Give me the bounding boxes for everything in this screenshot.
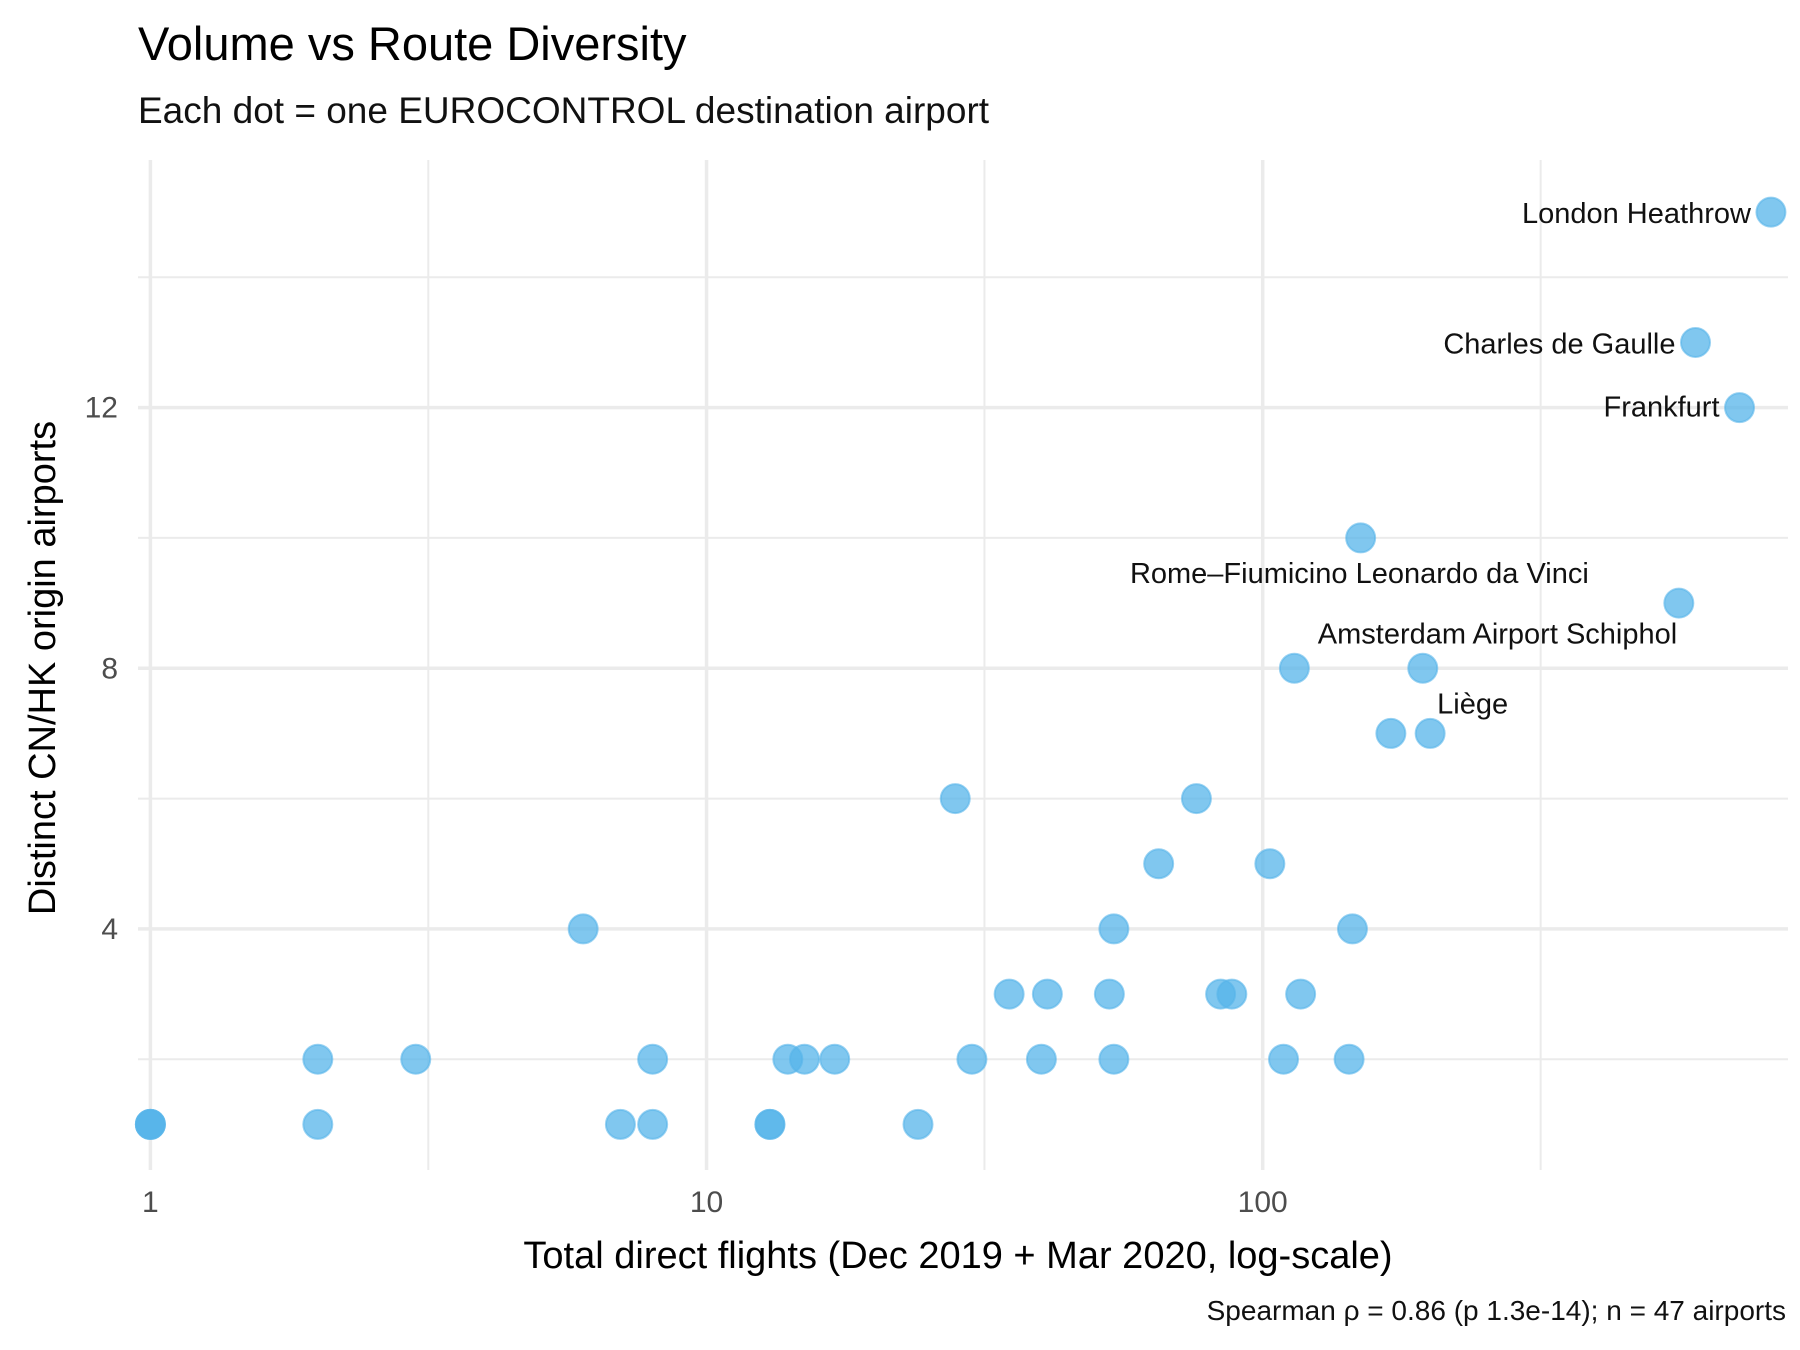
data-point-3 (302, 1108, 334, 1140)
data-point-22 (1098, 913, 1130, 945)
chart-caption: Spearman ρ = 0.86 (p 1.3e-14); n = 47 ai… (1206, 1295, 1786, 1326)
data-point-17 (956, 1043, 988, 1075)
data-point-32 (1333, 1043, 1365, 1075)
data-point-24 (1143, 848, 1175, 880)
x-axis-title: Total direct flights (Dec 2019 + Mar 202… (523, 1235, 1392, 1277)
data-point-36 (1407, 652, 1439, 684)
y-axis-ticks: 4 8 12 (85, 392, 118, 946)
data-point-2 (134, 1108, 166, 1140)
x-tick-label-1: 10 (690, 1186, 723, 1219)
data-point-18 (993, 978, 1025, 1010)
data-point-38 (1663, 587, 1695, 619)
grid-lines (138, 160, 1788, 1170)
data-point-21 (1093, 978, 1125, 1010)
data-point-33 (1336, 913, 1368, 945)
data-point-14 (819, 1043, 851, 1075)
data-point-7 (604, 1108, 636, 1140)
data-point-40 (1724, 392, 1756, 424)
data-point-20 (1031, 978, 1063, 1010)
data-point-25 (1180, 783, 1212, 815)
data-point-30 (1278, 652, 1310, 684)
data-point-35 (1375, 717, 1407, 749)
x-tick-label-2: 100 (1238, 1186, 1288, 1219)
point-label-4: Amsterdam Airport Schiphol (1318, 618, 1677, 650)
y-tick-label-0: 4 (101, 913, 118, 946)
x-tick-label-0: 1 (142, 1186, 159, 1219)
chart-subtitle: Each dot = one EUROCONTROL destination a… (138, 90, 990, 131)
data-point-41 (1755, 196, 1787, 228)
data-point-8 (637, 1108, 669, 1140)
data-point-11 (754, 1108, 786, 1140)
data-point-29 (1268, 1043, 1300, 1075)
data-point-19 (1025, 1043, 1057, 1075)
y-axis-title: Distinct CN/HK origin airports (22, 421, 64, 915)
point-label-2: Frankfurt (1603, 392, 1719, 424)
data-points (134, 196, 1787, 1140)
data-point-16 (939, 783, 971, 815)
data-point-37 (1414, 717, 1446, 749)
data-point-27 (1216, 978, 1248, 1010)
data-point-34 (1345, 522, 1377, 554)
point-label-5: Liège (1437, 688, 1508, 720)
data-point-13 (788, 1043, 820, 1075)
data-point-31 (1285, 978, 1317, 1010)
data-point-28 (1254, 848, 1286, 880)
data-point-6 (567, 913, 599, 945)
chart-title: Volume vs Route Diversity (138, 17, 687, 70)
data-point-15 (902, 1108, 934, 1140)
point-label-0: London Heathrow (1522, 198, 1752, 230)
point-label-1: Charles de Gaulle (1443, 328, 1675, 360)
data-point-5 (400, 1043, 432, 1075)
data-point-9 (637, 1043, 669, 1075)
point-label-3: Rome–Fiumicino Leonardo da Vinci (1130, 558, 1589, 590)
point-labels: London Heathrow Charles de Gaulle Frankfur… (1130, 198, 1752, 720)
data-point-39 (1679, 326, 1711, 358)
data-point-23 (1098, 1043, 1130, 1075)
x-axis-ticks: 1 10 100 (142, 1186, 1288, 1219)
y-tick-label-2: 12 (85, 392, 118, 425)
y-tick-label-1: 8 (101, 652, 118, 685)
data-point-4 (302, 1043, 334, 1075)
